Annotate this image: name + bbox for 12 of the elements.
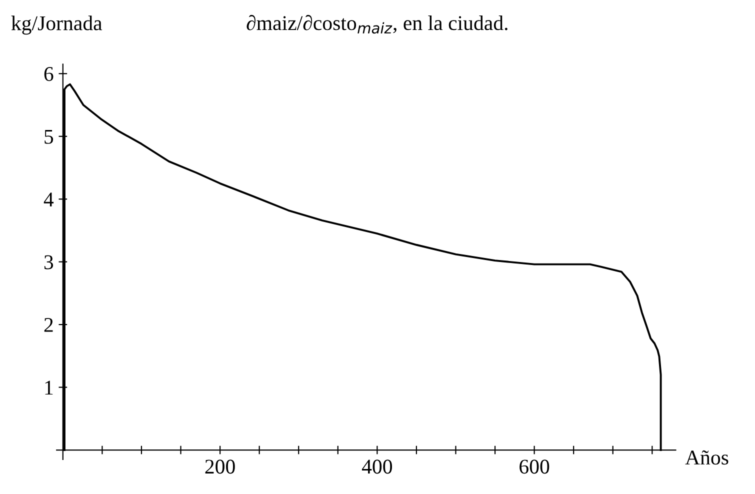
y-axis-title: kg/Jornada	[11, 16, 102, 35]
x-tick-label: 400	[362, 460, 392, 474]
y-tick-label: 4	[44, 192, 54, 206]
x-tick-label: 600	[520, 460, 550, 474]
y-tick-label: 6	[44, 67, 54, 82]
y-tick-label: 1	[45, 380, 53, 395]
y-tick-label: 2	[44, 318, 53, 332]
y-tick-label: 3	[44, 255, 54, 270]
x-tick-label: 200	[205, 460, 235, 474]
y-tick-label: 5	[44, 130, 54, 144]
chart-title: ∂maiz/∂costo$_{maiz}$, en la ciudad.	[246, 14, 508, 34]
x-axis-title: Años	[685, 450, 728, 465]
